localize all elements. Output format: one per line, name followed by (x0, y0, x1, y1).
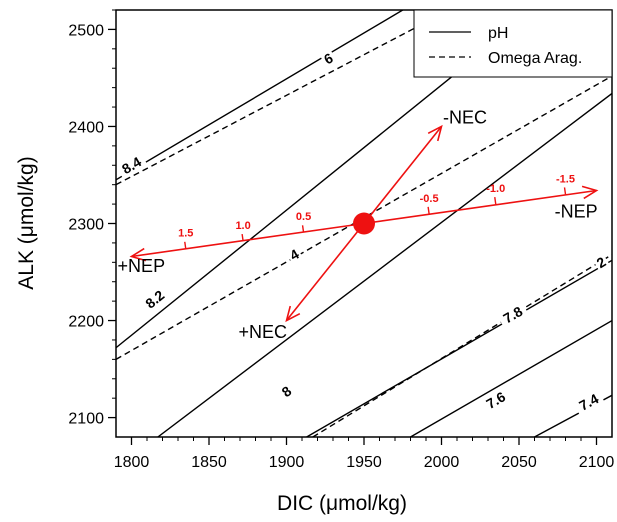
vector-shaft (285, 223, 365, 322)
contour-label-bg (115, 151, 148, 179)
vector-arrowhead (581, 185, 599, 200)
contour-label-bg (479, 386, 512, 414)
vector-tick (241, 233, 244, 242)
vector-tick-label: 1.5 (178, 228, 193, 240)
x-tick-label: 2100 (579, 454, 615, 471)
vector-0: -NEC (363, 108, 487, 224)
vector-arrowhead (285, 305, 301, 323)
contour-label-2: 8 (276, 381, 296, 401)
vector-tick (494, 197, 497, 205)
legend: pH Omega Arag. (413, 9, 613, 78)
ph-contour-4 (410, 319, 612, 437)
vector-2: -0.5 -1.0 -1.5 -NEP (363, 173, 599, 225)
legend-label-ph: pH (488, 25, 508, 42)
vector-tick-label: -0.5 (420, 193, 439, 205)
contour-labels: 8.48.287.87.6 7.464 2 (115, 48, 610, 415)
vector-label: -NEC (443, 108, 487, 128)
vector-arrowhead (427, 124, 443, 142)
contour-lines (116, 10, 612, 437)
contour-label-bg (285, 244, 303, 264)
vector-tick-label: 0.5 (296, 211, 311, 223)
contour-label-5: 7.4 (572, 388, 605, 415)
ph-contour-0 (116, 10, 404, 181)
legend-box (413, 9, 613, 78)
contour-label-6: 6 (319, 48, 337, 68)
contour-label-bg (276, 381, 296, 401)
vector-tick (427, 206, 430, 214)
y-tick-label: 2400 (68, 119, 104, 136)
x-tick-label: 2050 (501, 454, 537, 471)
x-tick-label: 2000 (424, 454, 460, 471)
vector-shaft (363, 189, 597, 225)
y-tick-label: 2100 (68, 411, 104, 428)
x-tick-label: 1950 (346, 454, 382, 471)
contour-label-8: 2 (591, 252, 610, 272)
vector-shaft (363, 125, 443, 224)
y-tick-label: 2300 (68, 217, 104, 234)
x-axis: 1800 1850 1900 1950 2000 2050 2100 (114, 437, 615, 471)
omega-contour-6 (116, 10, 450, 186)
ph-contour-3 (306, 259, 612, 437)
contour-label-bg (319, 48, 337, 68)
y-tick-label: 2500 (68, 22, 104, 39)
vector-label: +NEP (118, 256, 166, 276)
contour-label-0: 8.4 (115, 151, 148, 179)
contour-label-bg (591, 252, 610, 272)
contour-label-bg (572, 388, 605, 415)
x-axis-label: DIC (μmol/kg) (277, 492, 407, 515)
contour-label-7: 4 (285, 244, 303, 264)
vector-arrowhead (129, 247, 147, 262)
vector-shaft (131, 222, 365, 258)
x-tick-label: 1800 (114, 454, 150, 471)
omega-contour-8 (312, 253, 612, 437)
contour-label-4: 7.6 (479, 386, 512, 414)
y-axis: 2100 2200 2300 2400 2500 (68, 9, 116, 428)
vector-tick-label: -1.5 (556, 173, 575, 185)
vector-label: +NEC (238, 322, 287, 342)
origin-point (353, 212, 375, 235)
ph-contour-2 (157, 92, 612, 437)
x-tick-label: 1900 (269, 454, 305, 471)
vector-tick (184, 241, 187, 249)
vector-tick-label: 1.0 (235, 220, 250, 232)
process-vectors: -NEC +NEC -0.5 -1.0 -1.5 -NEP 0.5 1.0 1.5 +NEP (118, 108, 599, 342)
legend-label-omega: Omega Arag. (488, 50, 582, 67)
y-tick-label: 2200 (68, 314, 104, 331)
vector-1: +NEC (238, 223, 365, 342)
vector-tick-label: -1.0 (486, 183, 505, 195)
contour-label-bg (496, 300, 529, 328)
x-tick-label: 1850 (191, 454, 227, 471)
contour-label-bg (138, 284, 171, 314)
vector-tick (301, 225, 305, 233)
y-axis-label: ALK (μmol/kg) (15, 156, 38, 289)
vector-3: 0.5 1.0 1.5 +NEP (118, 211, 365, 276)
vector-label: -NEP (555, 202, 598, 222)
contour-label-1: 8.2 (138, 284, 171, 314)
vector-tick (563, 187, 567, 195)
